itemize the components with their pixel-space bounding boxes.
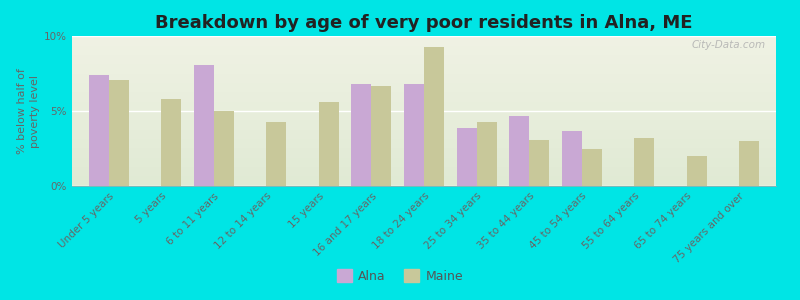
Bar (582, 148, 602, 186)
Bar (562, 130, 582, 186)
Bar (529, 140, 549, 186)
Bar (371, 85, 391, 186)
Bar (686, 156, 706, 186)
Bar (404, 84, 424, 186)
Bar (457, 128, 477, 186)
Bar (194, 64, 214, 186)
Y-axis label: % below half of
poverty level: % below half of poverty level (17, 68, 40, 154)
Bar (351, 84, 371, 186)
Bar (109, 80, 129, 186)
Bar (509, 116, 529, 186)
Bar (424, 46, 444, 186)
Bar (739, 141, 759, 186)
Bar (89, 75, 109, 186)
Bar (634, 138, 654, 186)
Legend: Alna, Maine: Alna, Maine (332, 264, 468, 288)
Bar (162, 99, 182, 186)
Text: City-Data.com: City-Data.com (691, 40, 766, 50)
Bar (319, 102, 339, 186)
Title: Breakdown by age of very poor residents in Alna, ME: Breakdown by age of very poor residents … (155, 14, 693, 32)
Bar (266, 122, 286, 186)
Bar (214, 111, 234, 186)
Bar (477, 122, 497, 186)
